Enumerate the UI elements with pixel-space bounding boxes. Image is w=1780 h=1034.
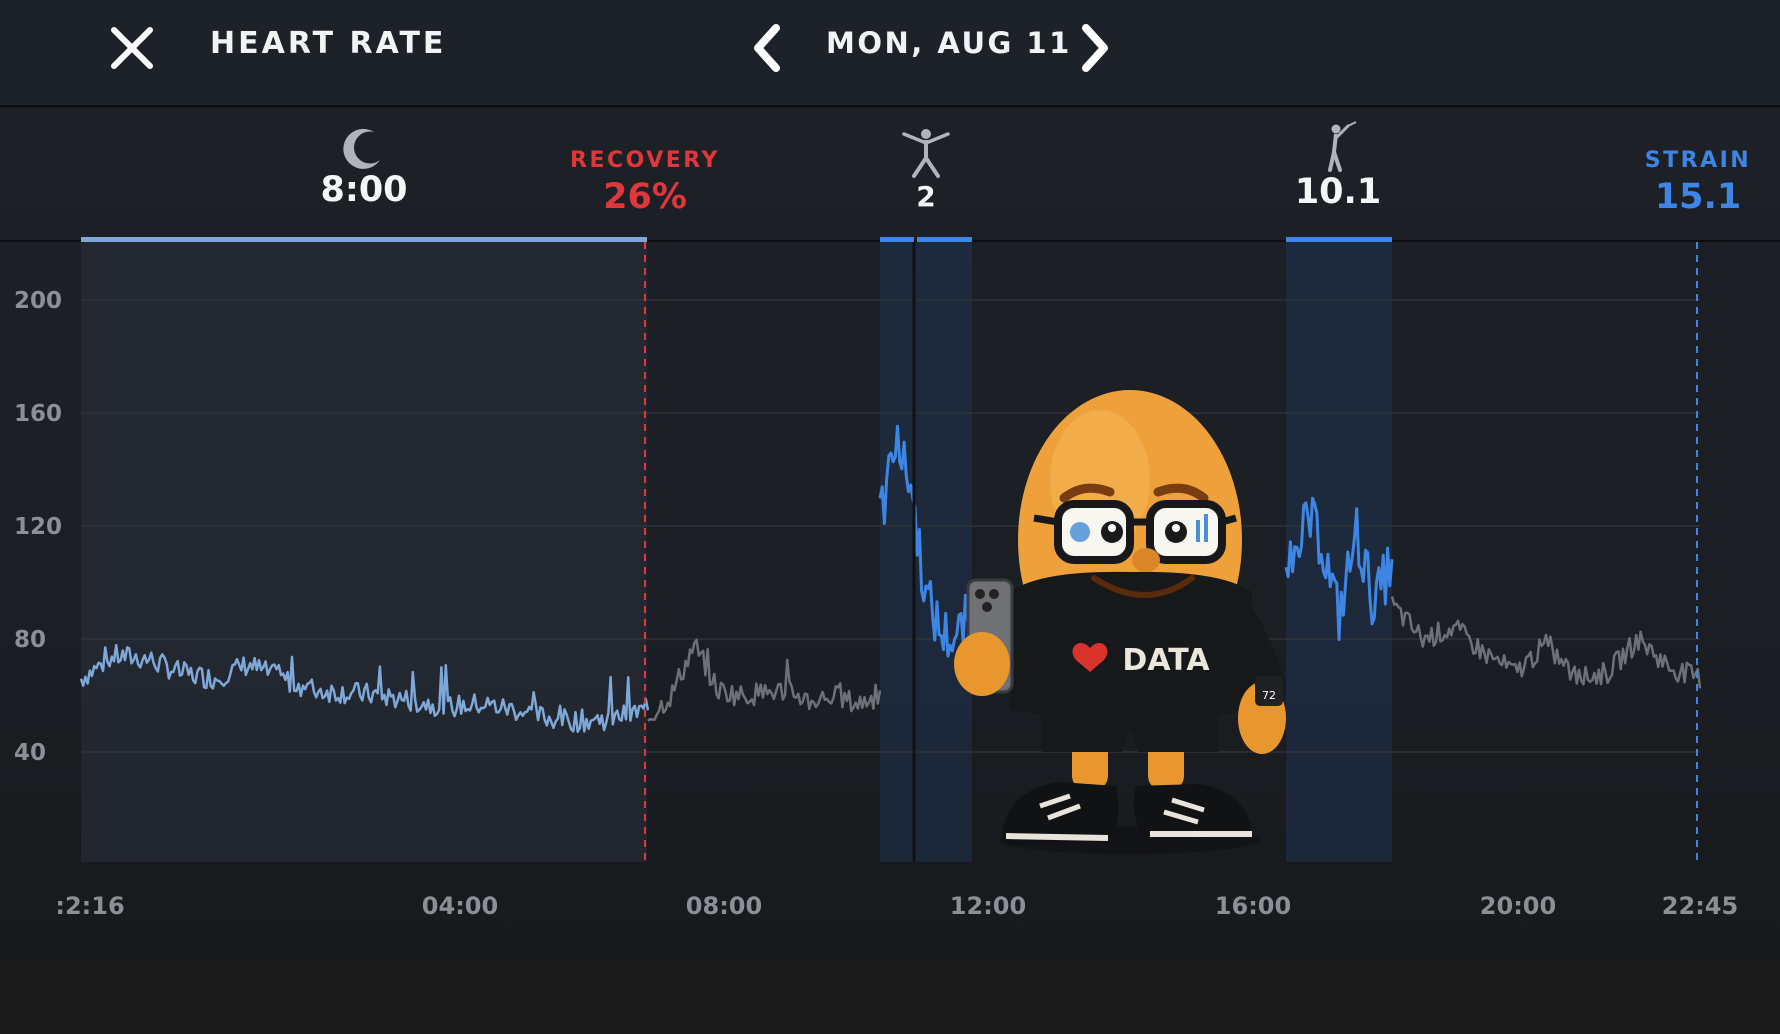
chevron-right-icon	[1082, 24, 1108, 72]
y-axis: 200 160 120 80 40	[14, 288, 62, 766]
close-icon	[111, 27, 153, 69]
mascot-illustration: 72 DATA	[954, 390, 1286, 854]
heart-rate-line-awake	[1390, 596, 1702, 689]
sleep-bar	[81, 237, 647, 242]
activity-bar	[917, 237, 972, 242]
x-axis: :2:16 04:00 08:00 12:00 16:00 20:00 22:45	[55, 892, 1738, 920]
activity-bar	[1286, 237, 1392, 242]
x-tick-label: 04:00	[422, 892, 498, 920]
activity-region	[1286, 242, 1392, 862]
close-button[interactable]	[108, 24, 156, 72]
sleep-metric[interactable]: 8:00	[304, 126, 424, 210]
recovery-label: RECOVERY	[570, 148, 720, 173]
x-tick-label: 22:45	[1662, 892, 1738, 920]
x-tick-label: 12:00	[950, 892, 1026, 920]
page-title: HEART RATE	[210, 26, 447, 61]
heart-rate-chart[interactable]: 200 160 120 80 40 :2:16 04:00 08:00 12:00 16:00 2…	[0, 0, 1780, 960]
activity-golf-value: 10.1	[1294, 172, 1382, 212]
y-tick-label: 80	[14, 627, 46, 653]
x-tick-label: :2:16	[55, 892, 124, 920]
x-tick-label: 08:00	[686, 892, 762, 920]
heart-rate-line-activity	[878, 424, 974, 658]
footer-strip	[0, 960, 1780, 1034]
strain-value: 15.1	[1654, 177, 1742, 217]
recovery-value: 26%	[603, 177, 687, 217]
next-day-button[interactable]	[1072, 22, 1116, 74]
header-bar: HEART RATE MON, AUG 11	[0, 0, 1780, 107]
x-tick-label: 20:00	[1480, 892, 1556, 920]
previous-day-button[interactable]	[746, 22, 790, 74]
x-tick-label: 16:00	[1215, 892, 1291, 920]
golfer-icon	[1328, 121, 1357, 172]
recovery-metric[interactable]: RECOVERY 26%	[560, 148, 730, 217]
moon-icon	[343, 128, 380, 169]
sleep-value: 8:00	[320, 170, 408, 210]
activity-stretch-metric[interactable]: 2	[876, 126, 976, 213]
sleep-region	[81, 242, 647, 862]
shirt-text: DATA	[1122, 643, 1210, 678]
heart-rate-line-sleep	[79, 643, 650, 733]
strain-label: STRAIN	[1644, 148, 1752, 173]
chevron-left-icon	[754, 24, 780, 72]
y-tick-label: 40	[14, 740, 46, 766]
y-tick-label: 120	[14, 514, 62, 540]
activity-stretch-value: 2	[916, 180, 936, 213]
stretching-person-icon	[902, 129, 950, 178]
heart-rate-series	[79, 424, 1702, 733]
current-date: MON, AUG 11	[826, 26, 1072, 60]
activity-bar	[880, 237, 914, 242]
activity-golf-metric[interactable]: 10.1	[1286, 120, 1390, 212]
heart-rate-line-activity	[1284, 496, 1394, 641]
activity-region	[880, 242, 972, 862]
watch-value: 72	[1262, 689, 1276, 702]
heart-rate-line-awake	[647, 638, 882, 722]
y-tick-label: 200	[14, 288, 62, 314]
strain-metric[interactable]: STRAIN 15.1	[1630, 148, 1766, 217]
y-tick-label: 160	[14, 401, 62, 427]
